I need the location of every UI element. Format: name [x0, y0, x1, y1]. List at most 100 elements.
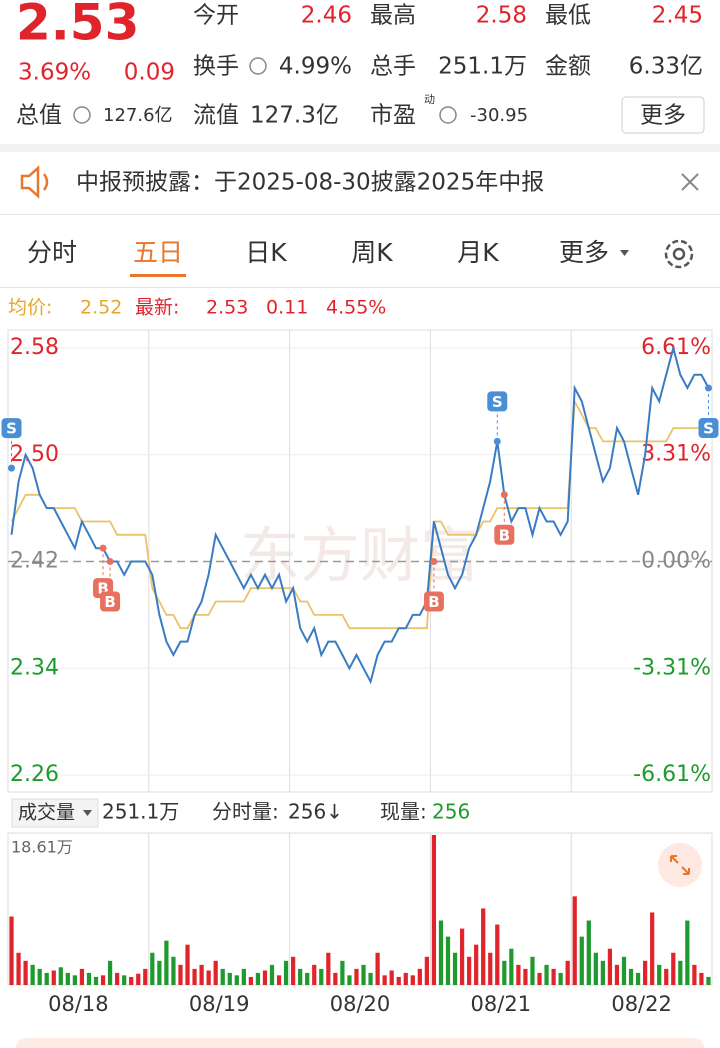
avg-label: 均价:	[8, 297, 52, 319]
annotation-point	[430, 558, 438, 565]
more-button[interactable]	[621, 96, 705, 134]
divider	[0, 144, 720, 152]
label: 最高	[370, 3, 416, 29]
label: 流值	[193, 103, 239, 129]
annotation-point	[99, 544, 107, 552]
volume-bar	[234, 975, 239, 985]
volume-bar	[30, 964, 35, 985]
volume-bar	[699, 972, 704, 985]
volume-bar	[269, 964, 275, 985]
volume-bar	[389, 970, 394, 985]
x-tick-label: 08/21	[471, 992, 532, 1016]
volume-bar	[44, 972, 49, 985]
info-icon[interactable]	[73, 106, 91, 124]
latest-pct: 4.55%	[326, 297, 386, 319]
volume-bar	[530, 956, 535, 985]
y2-tick-label: -3.31%	[633, 655, 711, 680]
tab[interactable]: 日K	[245, 238, 287, 267]
volume-bar	[657, 964, 662, 985]
tab[interactable]: 更多	[559, 238, 609, 267]
volume-bar	[241, 968, 246, 985]
volume-bar	[368, 972, 373, 985]
volume-bar	[312, 964, 317, 985]
value: 2.46	[301, 3, 352, 29]
value: 2.58	[476, 3, 527, 29]
annotation-point	[493, 437, 501, 445]
volume-bar	[685, 920, 690, 985]
volume-bar	[319, 968, 324, 985]
volume-bar	[227, 972, 232, 985]
volume-bar	[37, 968, 42, 985]
volume-bar	[178, 964, 183, 985]
volume-bar	[509, 948, 514, 985]
bottom-strip	[16, 1038, 704, 1048]
volume-bar	[452, 952, 458, 985]
info-icon[interactable]	[249, 57, 267, 75]
annotation-label: S	[6, 420, 17, 438]
volume-bar	[544, 964, 549, 985]
y-tick-label: 18.61万	[11, 838, 73, 857]
avg-value: 2.52	[80, 297, 122, 319]
volume-bar	[115, 972, 120, 985]
settings-icon[interactable]	[664, 239, 694, 269]
volume-bar	[628, 968, 634, 985]
divider	[0, 287, 720, 288]
volume-bar	[558, 972, 563, 985]
volume-bar	[396, 976, 401, 985]
volume-bar	[650, 912, 655, 985]
volume-bar	[150, 952, 155, 985]
annotation-badge	[487, 391, 508, 412]
volume-bar	[607, 948, 613, 985]
notice[interactable]: 中报预披露：于2025-08-30披露2025年中报	[76, 170, 544, 196]
annotation-label: B	[104, 593, 115, 611]
tab[interactable]: 月K	[457, 238, 499, 267]
label: 换手	[193, 54, 239, 80]
divider	[0, 214, 720, 215]
annotation-label: B	[499, 526, 510, 544]
volume-bar	[79, 968, 85, 985]
volume-selector[interactable]	[11, 798, 99, 828]
tab[interactable]: 周K	[351, 238, 393, 267]
volume-bar	[354, 968, 359, 985]
volume-bar	[291, 956, 296, 985]
volume-bar	[572, 896, 577, 985]
volume-bar	[678, 960, 683, 985]
volume-bar	[593, 952, 598, 985]
volume-bar	[143, 968, 148, 985]
volume-bar	[537, 972, 542, 985]
volume-bar	[122, 975, 127, 985]
volume-bar	[474, 944, 479, 985]
volume-bar	[481, 908, 486, 985]
annotation-badge	[423, 591, 444, 612]
volume-name[interactable]: 成交量	[18, 802, 75, 824]
volume-bar	[361, 964, 366, 985]
close-icon[interactable]	[681, 173, 699, 191]
volume-bar	[417, 968, 422, 985]
tab[interactable]: 五日	[133, 238, 183, 267]
label: 市盈	[370, 103, 416, 129]
expand-button[interactable]	[658, 843, 702, 887]
y-tick-label: 2.34	[10, 655, 59, 680]
volume-bar	[262, 970, 268, 985]
volume-bar	[551, 968, 556, 985]
info-icon[interactable]	[439, 106, 457, 124]
latest-label: 最新:	[135, 297, 179, 319]
annotation-badge	[100, 591, 121, 612]
more-button-label[interactable]: 更多	[640, 103, 686, 129]
volume-bar	[614, 964, 620, 985]
volume-bar	[579, 936, 584, 985]
volume-bar	[600, 960, 605, 985]
value: 4.99%	[279, 54, 352, 80]
volume-bar	[93, 976, 99, 985]
value: 251.1万	[438, 54, 527, 80]
volume-bar	[347, 975, 352, 985]
tab[interactable]: 分时	[27, 238, 77, 267]
volume-bar	[495, 924, 500, 985]
tab-underline	[130, 274, 186, 277]
value: 127.6亿	[103, 105, 173, 126]
volume-bar	[635, 972, 641, 985]
x-tick-label: 08/22	[611, 992, 672, 1016]
volume-bar	[502, 960, 507, 985]
volume-frame	[7, 832, 713, 986]
volume-bar	[621, 956, 627, 985]
